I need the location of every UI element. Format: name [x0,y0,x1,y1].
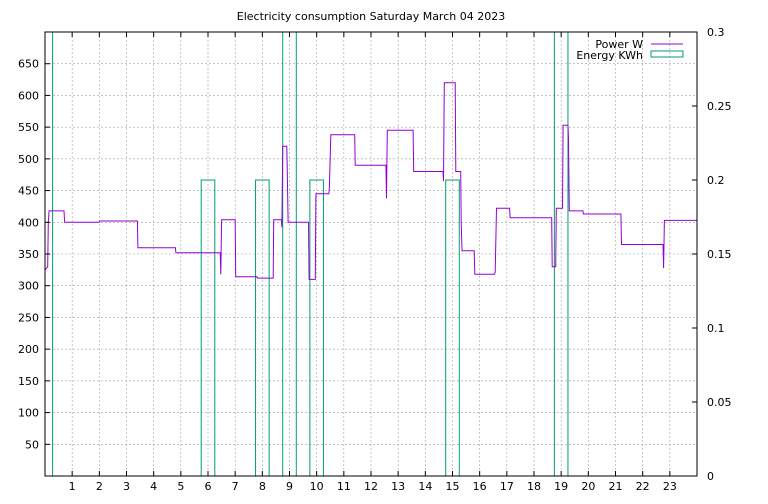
y-left-tick-label: 500 [18,153,39,166]
y-left-tick-label: 100 [18,407,39,420]
y-left-tick-label: 200 [18,343,39,356]
y-left-tick-label: 400 [18,216,39,229]
energy-bar [200,179,216,476]
y-left-tick-label: 250 [18,311,39,324]
legend-label-energy: Energy KWh [576,49,643,62]
y-right-tick-label: 0.3 [707,26,725,39]
x-tick-label: 14 [418,480,432,493]
x-tick-label: 17 [500,480,514,493]
grid [45,32,697,476]
x-tick-label: 5 [177,480,184,493]
x-tick-label: 16 [473,480,487,493]
x-tick-label: 7 [232,480,239,493]
y-right-tick-label: 0.25 [707,100,732,113]
y-right-tick-label: 0.2 [707,174,725,187]
y-left-tick-label: 600 [18,89,39,102]
x-tick-label: 6 [205,480,212,493]
y-right-tick-label: 0.1 [707,322,725,335]
axes [44,31,698,477]
y-right-tick-label: 0.15 [707,248,732,261]
x-tick-label: 9 [286,480,293,493]
x-tick-label: 2 [96,480,103,493]
x-tick-label: 18 [527,480,541,493]
power-series [44,82,697,280]
y-right-tick-label: 0 [707,470,714,483]
y-left-tick-label: 650 [18,58,39,71]
y-left-tick-label: 550 [18,121,39,134]
x-tick-label: 23 [663,480,677,493]
y-left-tick-label: 150 [18,375,39,388]
energy-bar [255,179,270,476]
energy-bar [445,179,460,476]
x-tick-label: 8 [259,480,266,493]
x-tick-label: 11 [337,480,351,493]
y-left-tick-label: 50 [25,438,39,451]
x-tick-label: 1 [69,480,76,493]
chart-title: Electricity consumption Saturday March 0… [237,10,505,23]
x-tick-label: 3 [123,480,130,493]
x-tick-label: 22 [636,480,650,493]
y-left-tick-label: 350 [18,248,39,261]
y-right-tick-label: 0.05 [707,396,732,409]
legend: Power W Energy KWh [576,38,684,62]
x-tick-label: 10 [310,480,324,493]
energy-bar [309,179,324,476]
legend-swatch-energy [650,50,684,58]
x-tick-label: 13 [391,480,405,493]
x-tick-label: 12 [364,480,378,493]
legend-label-power: Power W [595,38,643,51]
plot-frame [44,31,698,477]
x-tick-label: 21 [609,480,623,493]
y-left-tick-label: 300 [18,280,39,293]
x-tick-label: 20 [581,480,595,493]
x-tick-label: 4 [150,480,157,493]
y-left-tick-label: 450 [18,185,39,198]
x-tick-label: 19 [554,480,568,493]
tick-labels: 1 2 3 4 5 6 7 8 9 10 11 12 13 14 15 16 17 18 19 20 21 22 23501… [18,26,732,493]
power-line [44,82,697,280]
x-tick-label: 15 [446,480,460,493]
